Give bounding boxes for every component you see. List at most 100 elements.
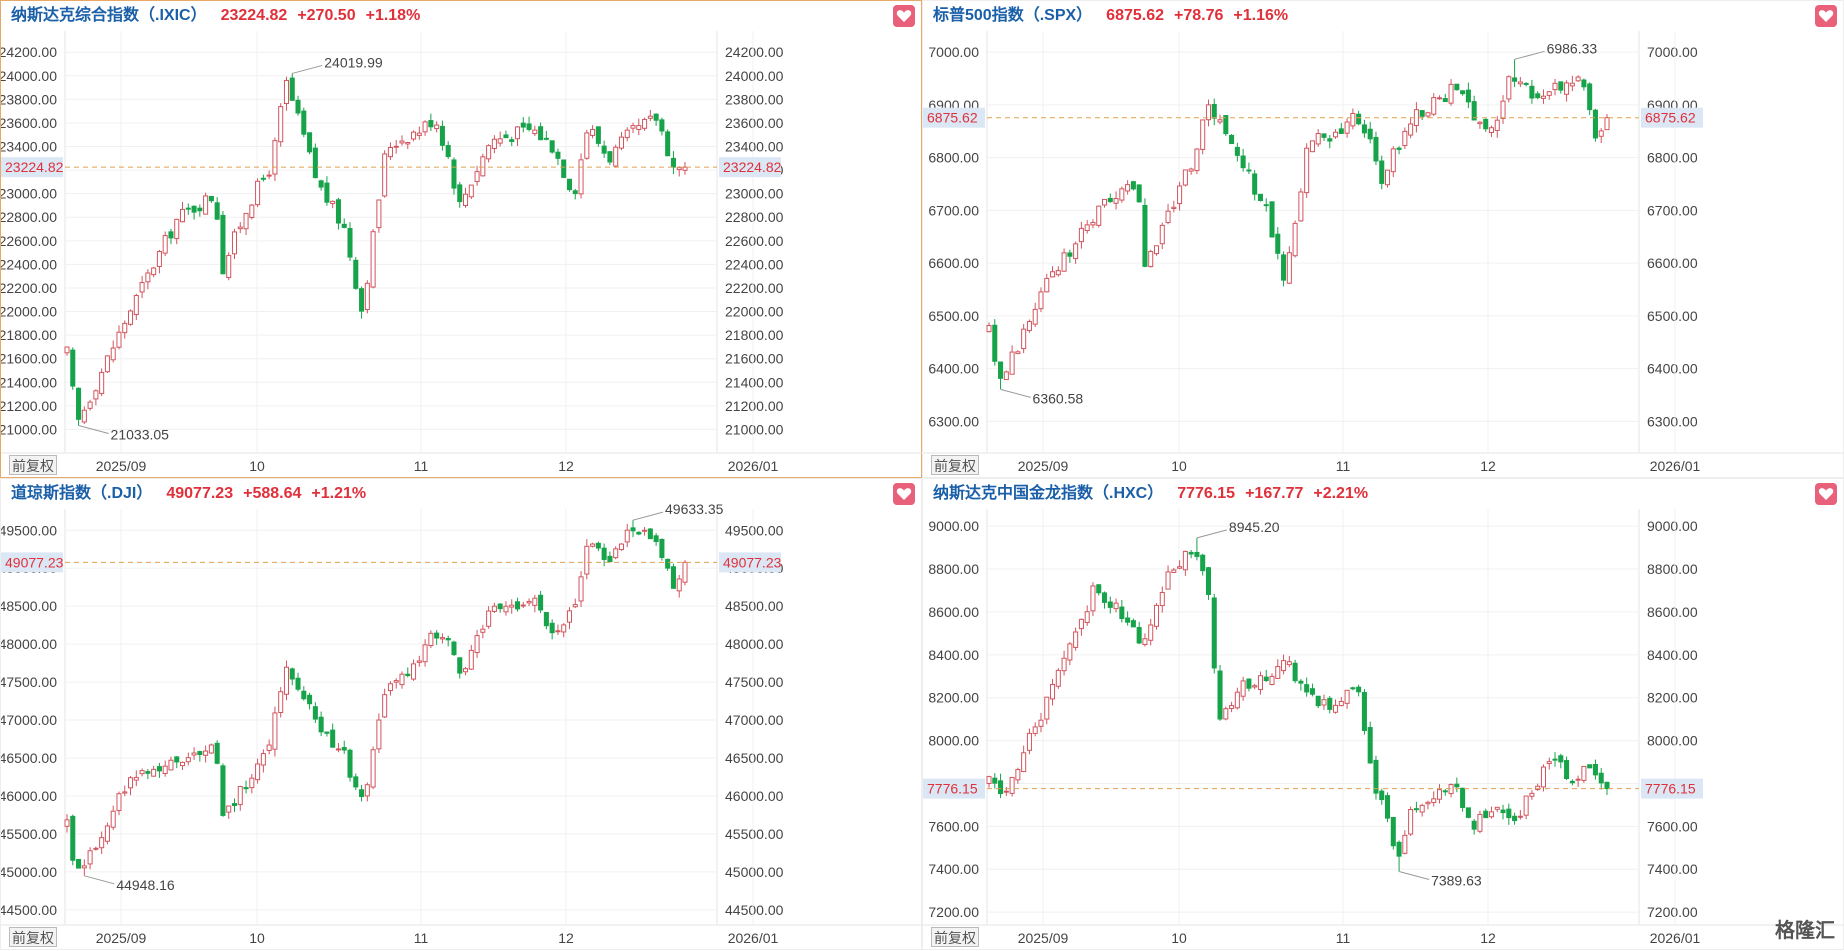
- y-tick-label-right: 46500.00: [725, 750, 784, 766]
- x-tick-label: 11: [1336, 458, 1351, 474]
- y-tick-label-right: 44500.00: [725, 902, 784, 918]
- candle-body: [1211, 104, 1217, 119]
- y-tick-label-right: 47000.00: [725, 712, 784, 728]
- candle-body: [1367, 128, 1373, 140]
- favorite-heart-icon[interactable]: [1815, 5, 1837, 27]
- candle-body: [179, 761, 186, 767]
- candle-body: [497, 603, 503, 610]
- candle-body: [64, 346, 70, 354]
- candle-body: [249, 204, 255, 218]
- candle-body: [266, 744, 272, 751]
- y-tick-label-left: 21800.00: [1, 327, 57, 343]
- y-tick-label-right: 21400.00: [725, 374, 784, 390]
- candle-body: [1165, 571, 1171, 590]
- candle-body: [1217, 670, 1223, 720]
- candle-body: [307, 694, 313, 705]
- candle-body: [584, 132, 590, 159]
- index-value: 23224.82: [220, 7, 288, 24]
- candle-body: [1396, 841, 1402, 857]
- candle-body: [1067, 643, 1073, 661]
- current-price-tag-right-bg: [719, 552, 781, 573]
- candle-body: [422, 644, 428, 663]
- candle-body: [1517, 815, 1523, 818]
- candle-body: [99, 372, 105, 394]
- candle-body: [1483, 810, 1489, 819]
- candle-body: [168, 231, 174, 239]
- candle-body: [1367, 727, 1373, 764]
- candlestick-chart-hxc[interactable]: 9000.00 9000.00 8800.00 8800.00 8600.00 8600.…: [923, 479, 1844, 951]
- candlestick-chart-dji[interactable]: 49500.0049500.0049000.0049000.0048500.00…: [1, 479, 923, 951]
- y-tick-label-right: 23600.00: [725, 115, 784, 131]
- candle-body: [532, 597, 538, 606]
- candle-body: [1436, 789, 1443, 800]
- candle-body: [584, 545, 590, 575]
- candle-body: [1217, 119, 1223, 123]
- candle-body: [1419, 804, 1425, 813]
- candle-body: [1229, 705, 1235, 709]
- candle-body: [1442, 790, 1448, 793]
- candle-body: [243, 787, 249, 790]
- candle-body: [601, 547, 607, 560]
- y-tick-label-right: 21200.00: [725, 398, 784, 414]
- candle-body: [1044, 696, 1050, 720]
- candle-body: [179, 208, 186, 223]
- candle-body: [1205, 104, 1211, 121]
- favorite-heart-icon[interactable]: [893, 483, 915, 505]
- y-tick-label-left: 21200.00: [1, 398, 57, 414]
- favorite-heart-icon[interactable]: [1815, 483, 1837, 505]
- chart-panel-ixic[interactable]: 24200.00 24200.00 24000.00 24000.00 23800.00…: [0, 0, 923, 479]
- candle-body: [1286, 661, 1292, 666]
- candle-body: [1021, 328, 1027, 350]
- candle-body: [168, 759, 174, 771]
- current-price-tag-right-bg: [719, 157, 781, 178]
- current-price-tag-right: 7776.15: [1645, 781, 1696, 797]
- candle-body: [618, 136, 624, 149]
- chart-panel-spx[interactable]: 7000.00 7000.00 6900.00 6900.00 6800.00 6800.…: [922, 0, 1844, 478]
- candle-body: [341, 223, 347, 228]
- candle-body: [197, 751, 203, 756]
- candle-body: [1142, 638, 1148, 645]
- candle-body: [405, 141, 411, 145]
- candle-body: [434, 124, 440, 130]
- candle-body: [335, 199, 341, 224]
- candle-body: [1448, 83, 1454, 104]
- candle-body: [1373, 759, 1379, 794]
- candle-body: [555, 151, 561, 159]
- candle-body: [1205, 567, 1211, 595]
- candle-body: [1575, 76, 1581, 82]
- candle-body: [1598, 772, 1604, 784]
- low-annotation: 7389.63: [1431, 872, 1482, 888]
- candle-body: [630, 527, 636, 532]
- candle-body: [601, 145, 607, 154]
- candle-body: [1604, 781, 1610, 790]
- adjust-button[interactable]: 前复权: [9, 927, 57, 947]
- y-tick-label-right: 24200.00: [725, 44, 784, 60]
- candle-body: [1529, 85, 1535, 99]
- candle-body: [1517, 81, 1523, 85]
- adjust-button[interactable]: 前复权: [9, 455, 57, 475]
- candle-body: [122, 791, 128, 794]
- favorite-heart-icon[interactable]: [893, 5, 915, 27]
- candle-body: [191, 205, 197, 213]
- candle-body: [1044, 277, 1050, 293]
- candle-body: [1512, 815, 1518, 822]
- candlestick-chart-ixic[interactable]: 24200.00 24200.00 24000.00 24000.00 23800.00…: [1, 1, 923, 479]
- candle-body: [208, 195, 214, 202]
- candle-body: [1460, 90, 1466, 95]
- candle-body: [659, 119, 665, 132]
- candle-body: [1540, 766, 1546, 788]
- candle-body: [260, 753, 266, 766]
- candle-body: [1009, 776, 1015, 794]
- chart-panel-hxc[interactable]: 9000.00 9000.00 8800.00 8800.00 8600.00 8600.…: [922, 478, 1844, 950]
- candle-body: [1003, 371, 1009, 381]
- candle-body: [1096, 205, 1102, 226]
- adjust-button[interactable]: 前复权: [931, 927, 979, 947]
- adjust-button[interactable]: 前复权: [931, 455, 979, 475]
- candle-body: [145, 771, 151, 774]
- chart-panel-dji[interactable]: 49500.0049500.0049000.0049000.0048500.00…: [0, 478, 923, 951]
- candle-body: [93, 390, 99, 400]
- panel-header-ixic: 纳斯达克综合指数（.IXIC） 23224.82 +270.50 +1.18%: [11, 5, 420, 27]
- high-annotation: 6986.33: [1547, 40, 1598, 56]
- y-tick-label-left: 46000.00: [1, 788, 57, 804]
